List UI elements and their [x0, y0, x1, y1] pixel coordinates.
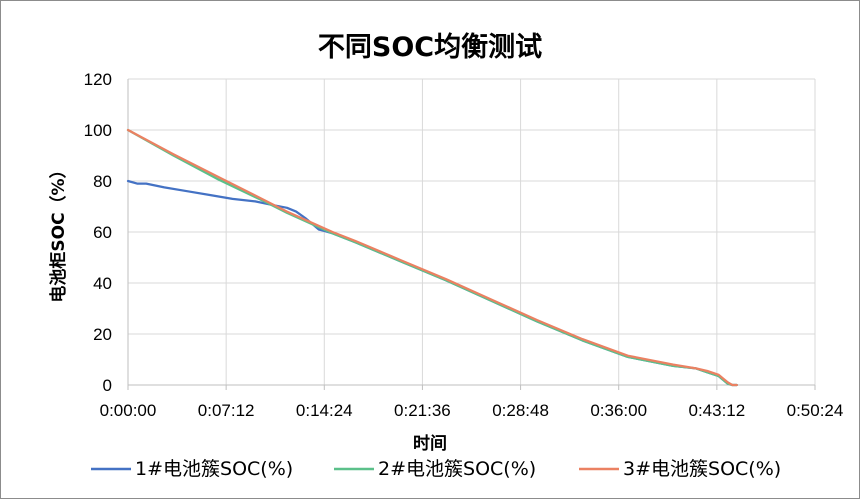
- y-tick-label: 40: [93, 274, 112, 293]
- x-tick-label: 0:07:12: [198, 401, 255, 420]
- y-tick-label: 120: [84, 70, 112, 89]
- legend-item-2: 2#电池簇SOC(%): [334, 458, 536, 480]
- x-tick-label: 0:50:24: [787, 401, 844, 420]
- x-tick-label: 0:00:00: [100, 401, 157, 420]
- y-tick-label: 60: [93, 223, 112, 242]
- chart-title: 不同SOC均衡测试: [318, 32, 542, 63]
- x-tick-label: 0:14:24: [296, 401, 353, 420]
- y-tick-label: 80: [93, 172, 112, 191]
- grid: [128, 78, 816, 385]
- x-tick-label: 0:28:48: [492, 401, 549, 420]
- legend-item-3: 3#电池簇SOC(%): [579, 458, 781, 480]
- legend-item-1: 1#电池簇SOC(%): [91, 458, 293, 480]
- x-axis-label: 时间: [413, 433, 447, 454]
- series-line-3: [126, 128, 738, 387]
- legend: 1#电池簇SOC(%) 2#电池簇SOC(%) 3#电池簇SOC(%): [91, 458, 781, 480]
- legend-label: 1#电池簇SOC(%): [135, 458, 293, 480]
- y-tick-label: 100: [84, 121, 112, 140]
- y-tick-label: 20: [93, 325, 112, 344]
- series-line-2: [126, 128, 738, 387]
- legend-label: 3#电池簇SOC(%): [623, 458, 781, 480]
- legend-label: 2#电池簇SOC(%): [378, 458, 536, 480]
- series-group: [126, 128, 738, 387]
- x-tick-label: 0:21:36: [394, 401, 451, 420]
- y-tick-label: 0: [103, 376, 112, 395]
- tick-labels: 0 20 40 60 80 100 120 0:00:00 0:07:12 0:14:24 0:21…: [84, 70, 844, 420]
- x-tick-label: 0:36:00: [590, 401, 647, 420]
- axes: [127, 79, 816, 390]
- y-axis-label: 电池柜SOC（%）: [48, 161, 69, 302]
- x-tick-label: 0:43:12: [688, 401, 745, 420]
